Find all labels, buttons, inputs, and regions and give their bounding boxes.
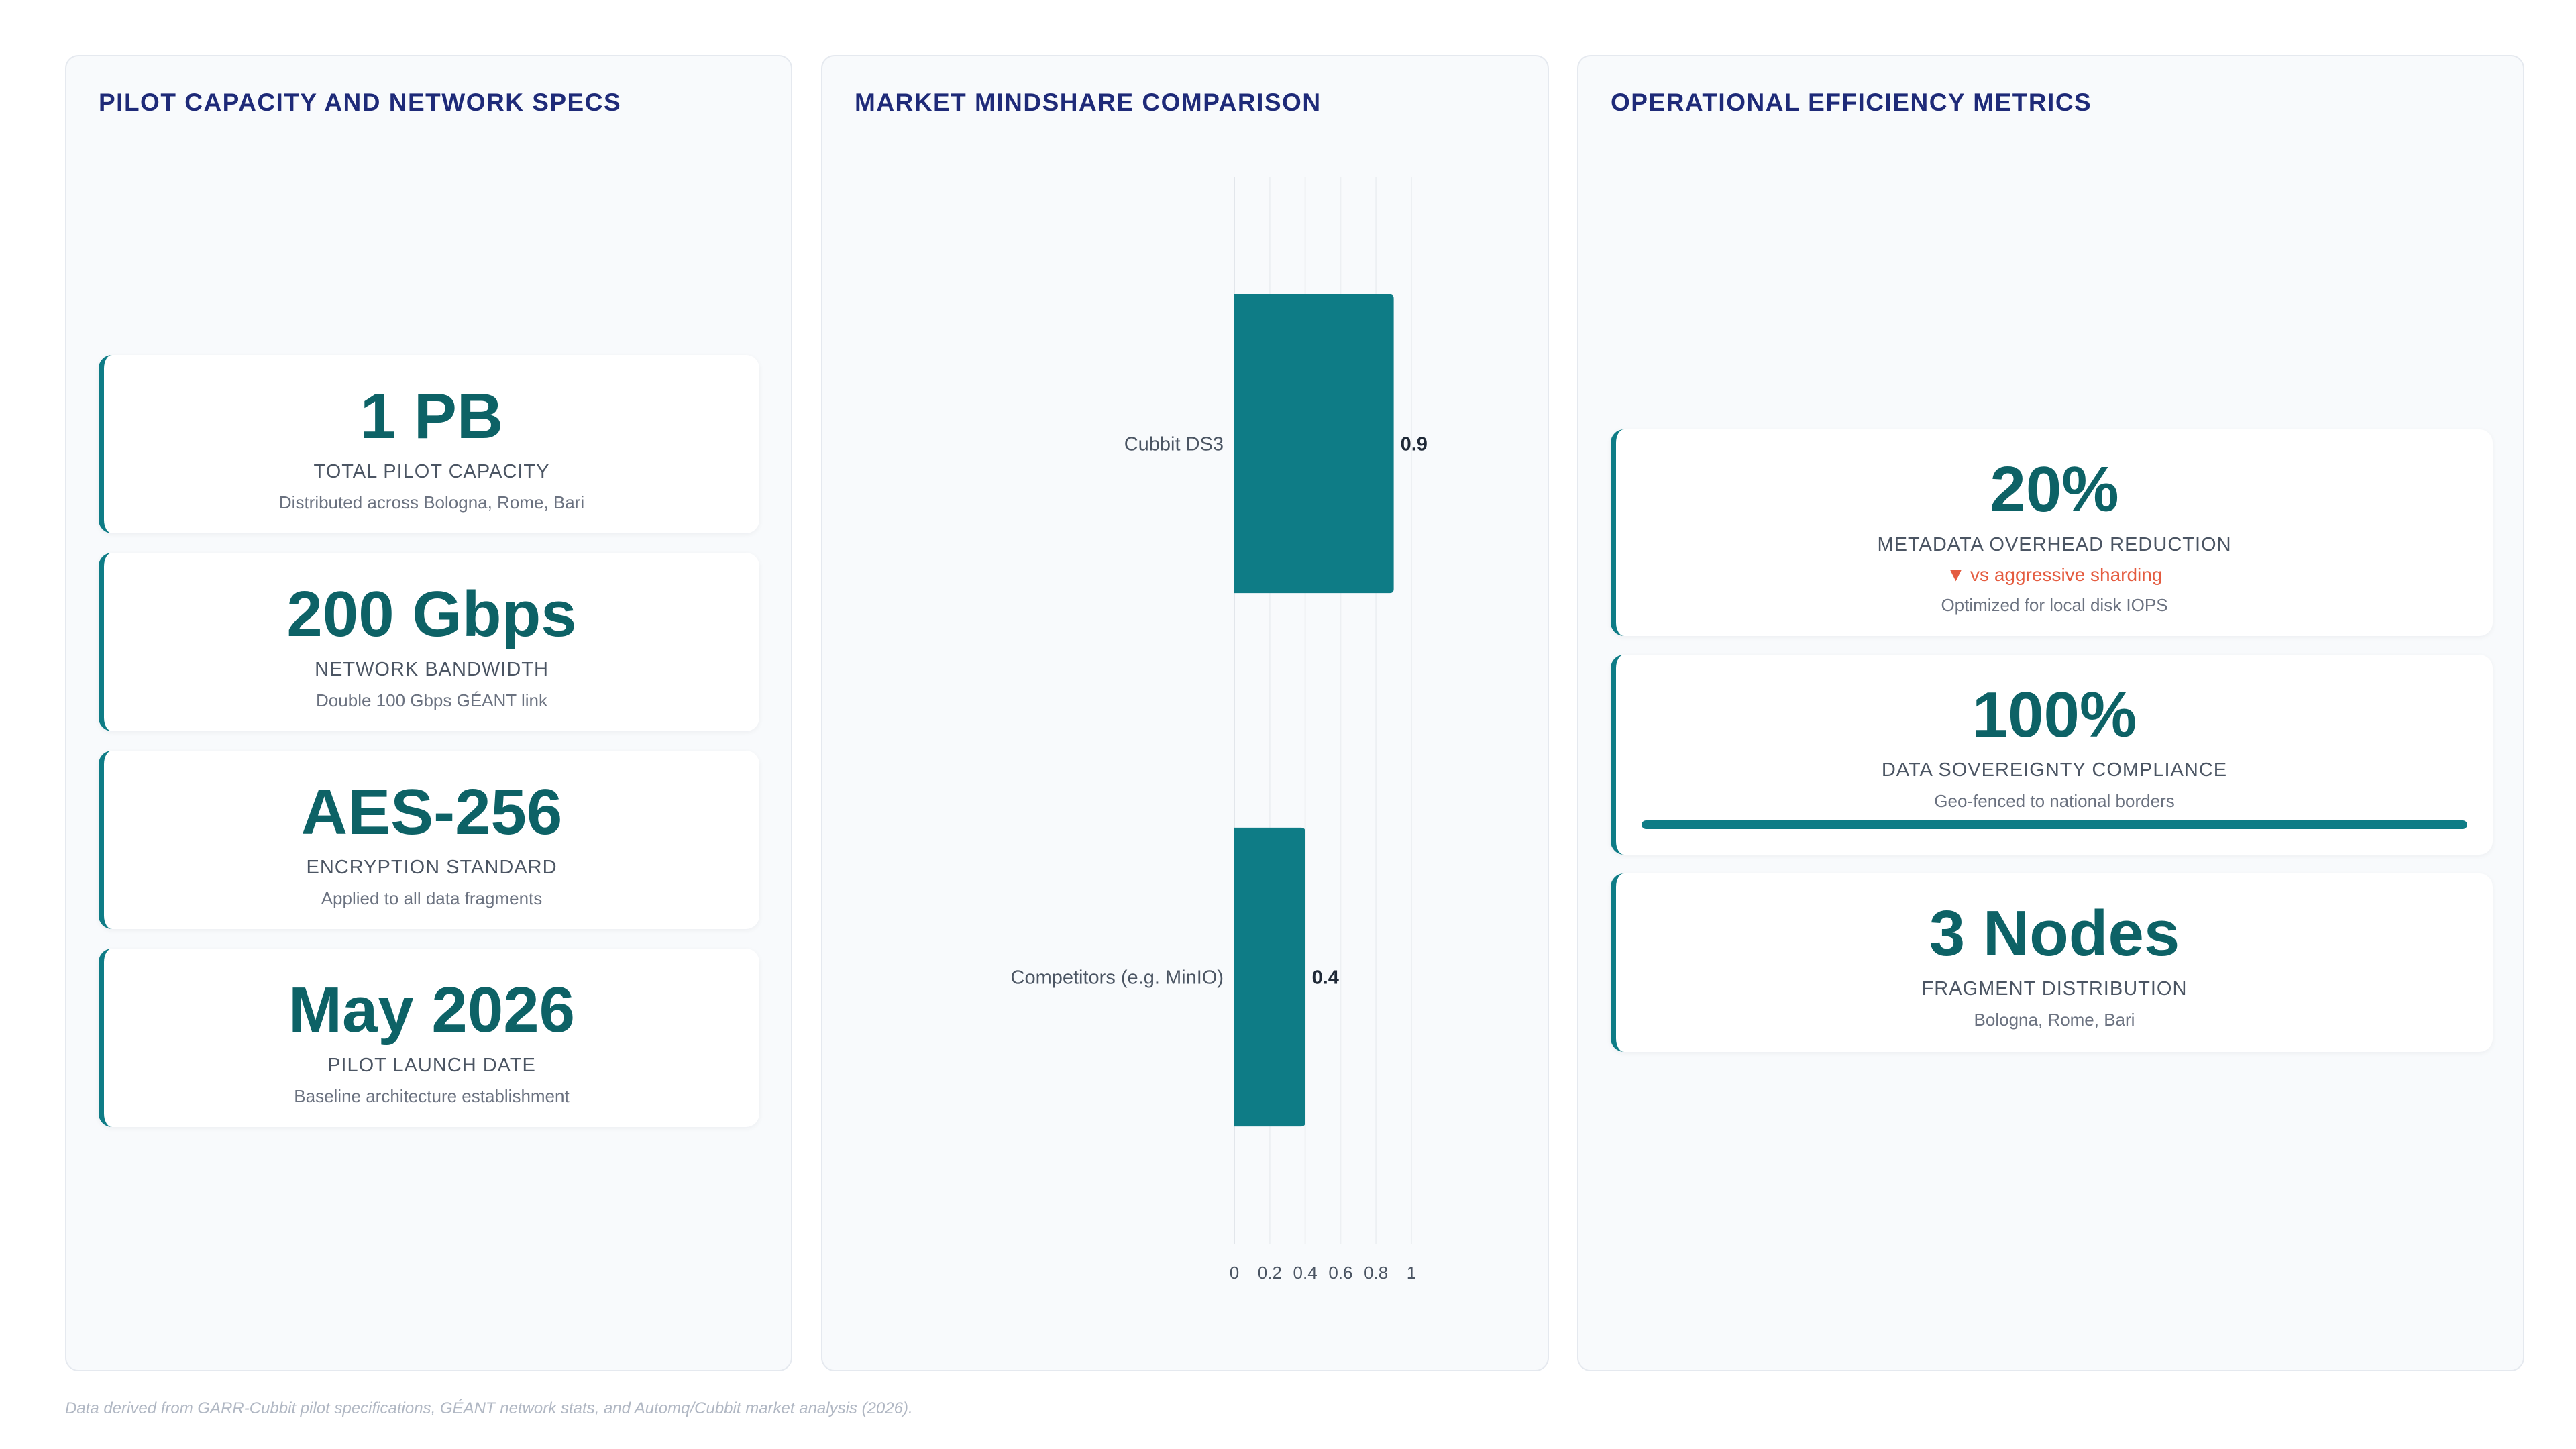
- kpi-label: PILOT LAUNCH DATE: [327, 1055, 536, 1076]
- kpi-value: 200 Gbps: [286, 578, 577, 650]
- kpi-value: AES-256: [301, 776, 563, 848]
- kpi-value: May 2026: [288, 974, 575, 1046]
- bar: [1234, 827, 1305, 1127]
- kpi-value: 100%: [1972, 679, 2137, 751]
- data-label: 0.9: [1401, 434, 1428, 455]
- kpi-label: FRAGMENT DISTRIBUTION: [1921, 978, 2188, 1000]
- mindshare-bar-chart: 0 0.2 0.4 0.6 0.8 1 Cubbit DS3 0.9 Competitors (…: [1011, 177, 1428, 1283]
- source-footnote: Data derived from GARR-Cubbit pilot spec…: [65, 1399, 913, 1417]
- kpi-label: NETWORK BANDWIDTH: [315, 659, 549, 680]
- kpi-label: TOTAL PILOT CAPACITY: [313, 461, 550, 482]
- x-tick-label: 1: [1407, 1263, 1416, 1283]
- pilot-specs-panel: PILOT CAPACITY AND NETWORK SPECS 1 PB TO…: [65, 55, 792, 1371]
- kpi-note: Optimized for local disk IOPS: [1941, 595, 2168, 615]
- category-label: Competitors (e.g. MinIO): [1011, 967, 1224, 989]
- kpi-label: METADATA OVERHEAD REDUCTION: [1877, 534, 2232, 555]
- data-label: 0.4: [1312, 967, 1339, 989]
- efficiency-panel: OPERATIONAL EFFICIENCY METRICS 20% METAD…: [1577, 55, 2524, 1371]
- kpi-note: Baseline architecture establishment: [294, 1086, 570, 1106]
- kpi-note: Distributed across Bologna, Rome, Bari: [278, 492, 585, 513]
- mindshare-panel: MARKET MINDSHARE COMPARISON 0 0.2 0.4 0.6 0.…: [821, 55, 1549, 1371]
- kpi-card-metadata-overhead: 20% METADATA OVERHEAD REDUCTION ▼ vs agg…: [1611, 429, 2493, 636]
- kpi-trend-down: ▼ vs aggressive sharding: [1946, 564, 2163, 585]
- x-tick-label: 0.4: [1293, 1263, 1318, 1283]
- category-label: Cubbit DS3: [1124, 434, 1224, 455]
- x-tick-label: 0.6: [1328, 1263, 1352, 1283]
- kpi-card-bandwidth: 200 Gbps NETWORK BANDWIDTH Double 100 Gb…: [99, 553, 759, 731]
- efficiency-title: OPERATIONAL EFFICIENCY METRICS: [1611, 89, 2092, 116]
- kpi-label: ENCRYPTION STANDARD: [306, 857, 557, 878]
- kpi-note: Applied to all data fragments: [321, 888, 543, 908]
- kpi-value: 20%: [1990, 453, 2119, 525]
- kpi-note: Bologna, Rome, Bari: [1974, 1010, 2135, 1030]
- compliance-progress-bar: [1642, 820, 2467, 829]
- bar: [1234, 294, 1394, 594]
- kpi-value: 1 PB: [360, 380, 504, 452]
- pilot-specs-title: PILOT CAPACITY AND NETWORK SPECS: [99, 89, 622, 116]
- kpi-card-sovereignty: 100% DATA SOVEREIGNTY COMPLIANCE Geo-fen…: [1611, 655, 2493, 855]
- kpi-card-capacity: 1 PB TOTAL PILOT CAPACITY Distributed ac…: [99, 355, 759, 533]
- kpi-card-launch-date: May 2026 PILOT LAUNCH DATE Baseline arch…: [99, 949, 759, 1127]
- x-tick-label: 0.8: [1364, 1263, 1388, 1283]
- kpi-note: Double 100 Gbps GÉANT link: [316, 690, 547, 710]
- compliance-progress-fill: [1642, 820, 2467, 829]
- mindshare-title: MARKET MINDSHARE COMPARISON: [855, 89, 1322, 116]
- x-tick-label: 0: [1230, 1263, 1239, 1283]
- kpi-note: Geo-fenced to national borders: [1934, 791, 2175, 811]
- kpi-card-encryption: AES-256 ENCRYPTION STANDARD Applied to a…: [99, 751, 759, 929]
- kpi-label: DATA SOVEREIGNTY COMPLIANCE: [1881, 759, 2228, 781]
- kpi-value: 3 Nodes: [1929, 898, 2180, 969]
- kpi-card-fragment-distribution: 3 Nodes FRAGMENT DISTRIBUTION Bologna, R…: [1611, 873, 2493, 1052]
- x-tick-label: 0.2: [1258, 1263, 1282, 1283]
